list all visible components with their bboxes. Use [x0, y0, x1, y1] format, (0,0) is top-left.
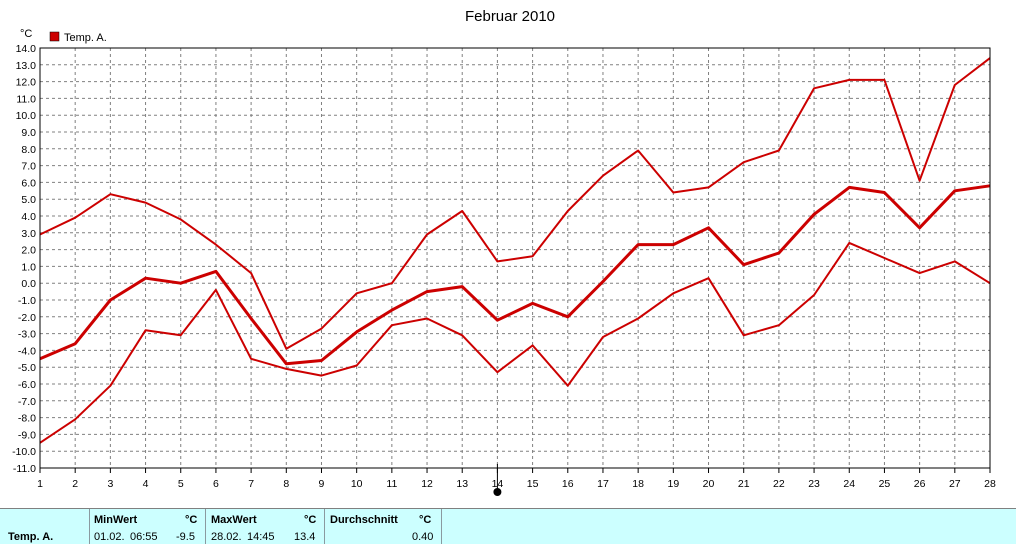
- stats-label-cell: Temp. A.: [0, 509, 90, 544]
- y-tick-label: -1.0: [18, 295, 36, 307]
- x-tick-label: 18: [632, 478, 644, 490]
- y-axis-unit: °C: [20, 28, 32, 40]
- series-line-mean: [39, 184, 991, 366]
- avg-unit: °C: [419, 514, 432, 526]
- x-tick-label: 26: [914, 478, 926, 490]
- x-tick-label: 21: [738, 478, 750, 490]
- y-tick-label: 2.0: [21, 245, 36, 257]
- x-tick-label: 6: [213, 478, 219, 490]
- avg-header: Durchschnitt: [330, 514, 398, 526]
- max-header: MaxWert: [211, 514, 257, 526]
- x-tick-label: 8: [283, 478, 289, 490]
- y-tick-label: -10.0: [12, 446, 36, 458]
- x-tick-label: 5: [178, 478, 184, 490]
- max-time: 14:45: [247, 531, 275, 543]
- x-tick-label: 2: [72, 478, 78, 490]
- y-tick-label: 8.0: [21, 144, 36, 156]
- y-tick-label: 14.0: [16, 43, 37, 55]
- y-tick-label: 13.0: [16, 60, 37, 72]
- x-tick-label: 25: [879, 478, 891, 490]
- y-tick-label: 4.0: [21, 211, 36, 223]
- grid: [39, 47, 991, 473]
- x-tick-label: 15: [527, 478, 539, 490]
- y-tick-label: -3.0: [18, 329, 36, 341]
- legend-label: Temp. A.: [64, 32, 107, 44]
- cursor-marker[interactable]: [493, 464, 502, 496]
- y-tick-label: -8.0: [18, 413, 36, 425]
- y-tick-label: 3.0: [21, 228, 36, 240]
- statistics-bar: Temp. A. MinWert °C 01.02. 06:55 -9.5 Ma…: [0, 508, 1016, 544]
- y-tick-label: 6.0: [21, 177, 36, 189]
- x-tick-label: 12: [421, 478, 433, 490]
- legend-swatch: [49, 31, 60, 42]
- y-tick-label: -9.0: [18, 429, 36, 441]
- x-tick-label: 9: [319, 478, 325, 490]
- min-unit: °C: [185, 514, 198, 526]
- min-time: 06:55: [130, 531, 158, 543]
- max-value: 13.4: [294, 531, 316, 543]
- x-tick-label: 23: [808, 478, 820, 490]
- min-value: -9.5: [176, 531, 195, 543]
- y-tick-label: -5.0: [18, 362, 36, 374]
- y-tick-label: -4.0: [18, 345, 36, 357]
- y-tick-label: -7.0: [18, 396, 36, 408]
- y-tick-label: 5.0: [21, 194, 36, 206]
- chart-title: Februar 2010: [465, 8, 555, 25]
- max-date: 28.02.: [211, 531, 242, 543]
- x-tick-labels: 1 2 3 4 5 6 7 8 9 10 11 12 13 14 15 16 17 18 19 20 21 22 23 24 2…: [37, 478, 996, 490]
- y-tick-label: 0.0: [21, 278, 36, 290]
- y-tick-label: 10.0: [16, 110, 37, 122]
- stats-row-label: Temp. A.: [8, 531, 54, 543]
- y-tick-label: -2.0: [18, 312, 36, 324]
- cursor-dot-icon: [493, 488, 502, 496]
- x-tick-label: 10: [351, 478, 363, 490]
- y-tick-label: 7.0: [21, 161, 36, 173]
- y-tick-label: 12.0: [16, 77, 37, 89]
- avg-value: 0.40: [412, 531, 434, 543]
- temperature-chart: Februar 2010 °C Temp. A. -11.0-10.0-9.0-…: [12, 8, 996, 496]
- y-tick-label: 1.0: [21, 261, 36, 273]
- x-tick-label: 28: [984, 478, 996, 490]
- x-tick-label: 17: [597, 478, 609, 490]
- x-tick-label: 3: [107, 478, 113, 490]
- y-tick-label: -11.0: [13, 463, 36, 475]
- x-tick-label: 19: [667, 478, 679, 490]
- x-tick-label: 7: [248, 478, 254, 490]
- x-tick-label: 11: [386, 478, 397, 490]
- min-header: MinWert: [94, 514, 138, 526]
- x-tick-label: 22: [773, 478, 785, 490]
- series-line-min: [39, 241, 991, 444]
- stats-min-cell: MinWert °C 01.02. 06:55 -9.5: [90, 509, 206, 544]
- x-tick-label: 4: [143, 478, 149, 490]
- x-tick-label: 27: [949, 478, 961, 490]
- series-lines: [39, 57, 991, 444]
- y-tick-label: 11.0: [16, 93, 36, 105]
- stats-avg-cell: Durchschnitt °C 0.40: [325, 509, 442, 544]
- x-tick-label: 13: [456, 478, 468, 490]
- y-tick-label: -6.0: [18, 379, 36, 391]
- series-line-max: [39, 57, 991, 350]
- y-tick-labels: -11.0 -10.0 -9.0 -8.0 -7.0 -6.0 -5.0 -4.0 -3.0 -2…: [12, 43, 36, 475]
- stats-max-cell: MaxWert °C 28.02. 14:45 13.4: [206, 509, 325, 544]
- plot-frame: [39, 47, 991, 469]
- x-tick-label: 24: [843, 478, 855, 490]
- min-date: 01.02.: [94, 531, 125, 543]
- max-unit: °C: [304, 514, 317, 526]
- x-tick-label: 20: [703, 478, 715, 490]
- x-tick-label: 16: [562, 478, 574, 490]
- x-tick-label: 1: [37, 478, 43, 490]
- y-tick-label: 9.0: [21, 127, 36, 139]
